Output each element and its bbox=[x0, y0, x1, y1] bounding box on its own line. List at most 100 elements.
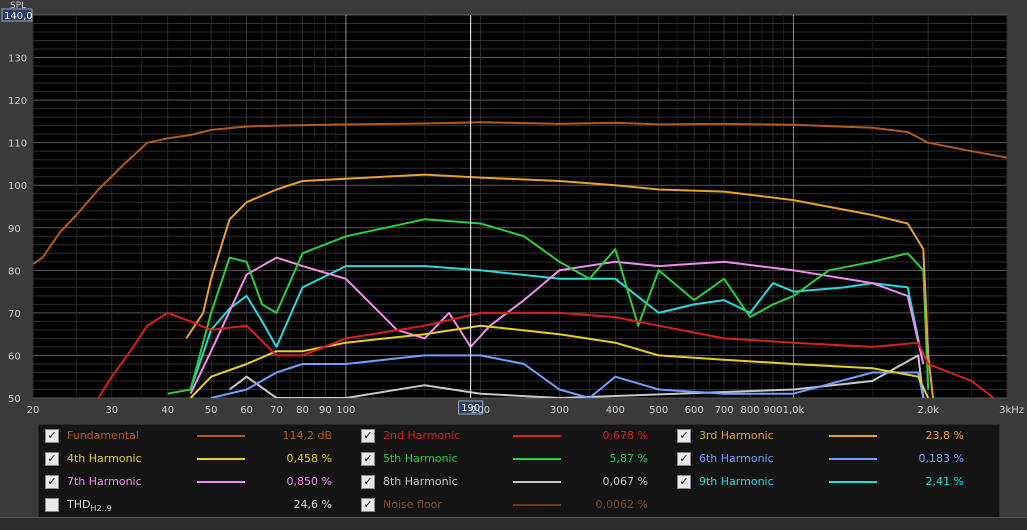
legend-swatch bbox=[513, 458, 561, 460]
legend-swatch bbox=[829, 458, 877, 460]
series-9th-harmonic bbox=[189, 265, 925, 390]
legend-value: 2,41 % bbox=[925, 475, 964, 488]
legend-checkbox[interactable]: ✓ bbox=[677, 475, 691, 489]
harmonic-distortion-chart: 190 130 120 110 100 90 80 70 60 50 20 30 40 50 60 70 80… bbox=[1, 1, 1024, 416]
series-3rd-harmonic bbox=[185, 173, 934, 398]
legend-label: 3rd Harmonic bbox=[699, 429, 774, 442]
legend-checkbox[interactable]: ✓ bbox=[677, 452, 691, 466]
legend-item-3rd-harmonic: ✓ 3rd Harmonic 23,8 % bbox=[677, 426, 977, 446]
legend-label: 6th Harmonic bbox=[699, 452, 774, 465]
x-tick-label: 90 bbox=[319, 405, 332, 416]
y-tick-label: 110 bbox=[8, 139, 27, 150]
y-tick-label: 60 bbox=[8, 351, 21, 362]
legend-item-2nd-harmonic: ✓ 2nd Harmonic 0,678 % bbox=[361, 426, 661, 446]
x-tick-label: 60 bbox=[240, 405, 253, 416]
legend-label: Fundamental bbox=[67, 429, 139, 442]
legend-value: 24,6 % bbox=[293, 498, 332, 511]
x-tick-label: 200 bbox=[471, 405, 490, 416]
series-2nd-harmonic bbox=[97, 311, 995, 398]
legend-checkbox[interactable]: ✓ bbox=[361, 498, 375, 512]
legend-value: 5,87 % bbox=[609, 452, 648, 465]
series-fundamental bbox=[33, 121, 1007, 265]
legend-item-8th-harmonic: ✓ 8th Harmonic 0,067 % bbox=[361, 472, 661, 492]
legend-panel: ✓ Fundamental 114,2 dB ✓ 2nd Harmonic 0,678 %… bbox=[38, 424, 1000, 518]
x-tick-label: 500 bbox=[649, 405, 668, 416]
legend-item-5th-harmonic: ✓ 5th Harmonic 5,87 % bbox=[361, 449, 661, 469]
legend-value: 0,678 % bbox=[602, 429, 648, 442]
legend-swatch bbox=[197, 435, 245, 437]
x-tick-label: 400 bbox=[606, 405, 625, 416]
series-8th-harmonic bbox=[228, 354, 925, 398]
x-tick-label: 20 bbox=[27, 405, 40, 416]
legend-item-7th-harmonic: ✓ 7th Harmonic 0,850 % bbox=[45, 472, 345, 492]
x-tick-label: 3kHz bbox=[999, 405, 1024, 416]
x-tick-label: 300 bbox=[550, 405, 569, 416]
cursor-label-box[interactable] bbox=[458, 400, 484, 415]
legend-label: Noise floor bbox=[383, 498, 442, 511]
legend-value: 0,850 % bbox=[286, 475, 332, 488]
legend-swatch bbox=[513, 481, 561, 483]
legend-value: 114,2 dB bbox=[282, 429, 332, 442]
x-tick-label: 600 bbox=[685, 405, 704, 416]
legend-value: 23,8 % bbox=[925, 429, 964, 442]
y-tick-label: 120 bbox=[8, 96, 27, 107]
series-6th-harmonic bbox=[210, 354, 925, 398]
legend-label-subscript: H2..9 bbox=[90, 504, 112, 514]
x-tick-label: 30 bbox=[105, 405, 118, 416]
legend-label: 7th Harmonic bbox=[67, 475, 142, 488]
legend-value: 0,183 % bbox=[918, 452, 964, 465]
status-bar bbox=[0, 517, 1027, 530]
legend-item-6th-harmonic: ✓ 6th Harmonic 0,183 % bbox=[677, 449, 977, 469]
x-tick-label: 700 bbox=[715, 405, 734, 416]
y-top-label-box bbox=[1, 8, 33, 22]
legend-checkbox[interactable]: ✓ bbox=[361, 452, 375, 466]
legend-swatch bbox=[513, 435, 561, 437]
y-axis-label: SPL bbox=[10, 1, 26, 11]
legend-swatch bbox=[829, 435, 877, 437]
legend-label: 8th Harmonic bbox=[383, 475, 458, 488]
plot-area[interactable] bbox=[33, 15, 1007, 398]
legend-item-noise-floor: ✓ Noise floor 0,0062 % bbox=[361, 495, 661, 515]
legend-checkbox[interactable]: ✓ bbox=[45, 475, 59, 489]
legend-label: 9th Harmonic bbox=[699, 475, 774, 488]
legend-swatch bbox=[197, 481, 245, 483]
series-5th-harmonic bbox=[167, 218, 930, 395]
x-tick-label: 800 bbox=[741, 405, 760, 416]
y-tick-label: 130 bbox=[8, 54, 27, 65]
legend-value: 0,067 % bbox=[602, 475, 648, 488]
legend-swatch bbox=[513, 504, 561, 506]
legend-label: 4th Harmonic bbox=[67, 452, 142, 465]
x-tick-label: 40 bbox=[161, 405, 174, 416]
legend-item-fundamental: ✓ Fundamental 114,2 dB bbox=[45, 426, 345, 446]
y-tick-label: 80 bbox=[8, 266, 21, 277]
legend-checkbox[interactable]: ✓ bbox=[45, 429, 59, 443]
legend-value: 0,0062 % bbox=[595, 498, 648, 511]
x-tick-label: 100 bbox=[336, 405, 355, 416]
legend-swatch bbox=[829, 481, 877, 483]
x-tick-label: 2,0k bbox=[917, 405, 939, 416]
legend-swatch bbox=[197, 458, 245, 460]
legend-item-thd: THDH2..9 24,6 % bbox=[45, 495, 345, 515]
x-tick-label: 80 bbox=[296, 405, 309, 416]
legend-value: 0,458 % bbox=[286, 452, 332, 465]
legend-label: 2nd Harmonic bbox=[383, 429, 461, 442]
y-top-label[interactable]: 140,0 bbox=[4, 11, 33, 22]
legend-label: THDH2..9 bbox=[67, 498, 112, 514]
legend-label: 5th Harmonic bbox=[383, 452, 458, 465]
legend-checkbox[interactable]: ✓ bbox=[361, 475, 375, 489]
cursor-label: 190 bbox=[461, 403, 480, 414]
x-tick-label: 50 bbox=[205, 405, 218, 416]
y-tick-label: 50 bbox=[8, 394, 21, 405]
legend-item-9th-harmonic: ✓ 9th Harmonic 2,41 % bbox=[677, 472, 977, 492]
y-tick-label: 100 bbox=[8, 181, 27, 192]
series-4th-harmonic bbox=[189, 324, 930, 398]
legend-checkbox[interactable]: ✓ bbox=[677, 429, 691, 443]
legend-checkbox[interactable]: ✓ bbox=[45, 452, 59, 466]
y-tick-label: 70 bbox=[8, 309, 21, 320]
legend-checkbox[interactable]: ✓ bbox=[361, 429, 375, 443]
x-tick-label: 900 bbox=[763, 405, 782, 416]
legend-checkbox[interactable] bbox=[45, 498, 59, 512]
series-7th-harmonic bbox=[189, 256, 925, 395]
legend-item-4th-harmonic: ✓ 4th Harmonic 0,458 % bbox=[45, 449, 345, 469]
x-tick-label: 70 bbox=[270, 405, 283, 416]
